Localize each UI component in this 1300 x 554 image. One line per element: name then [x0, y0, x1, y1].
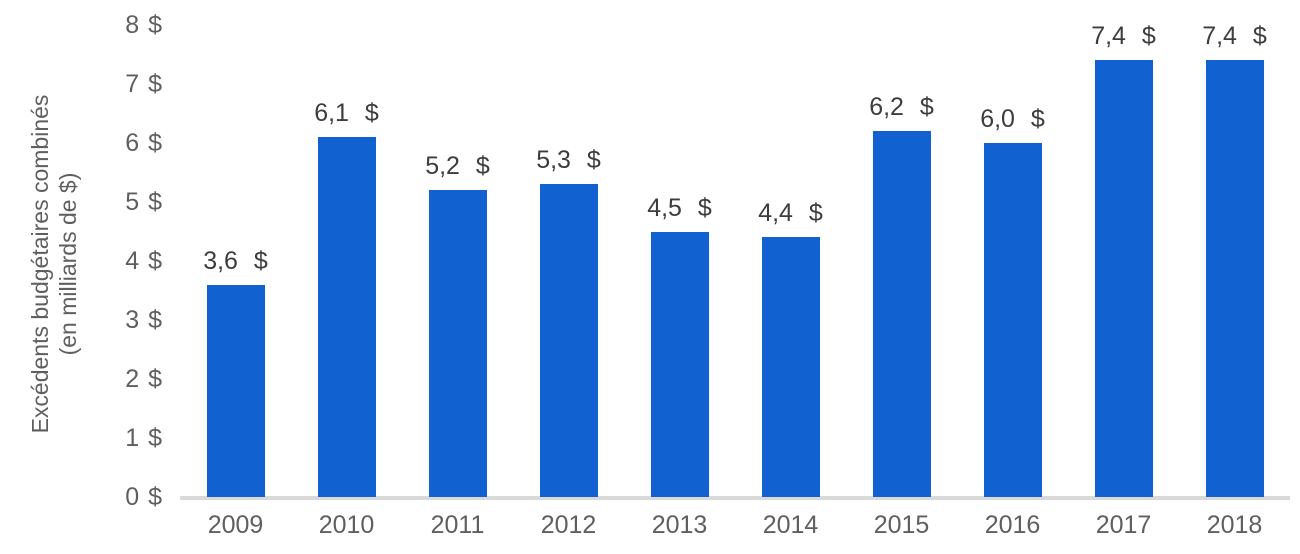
bar-slot-2013: 4,5 $ 2013	[624, 25, 735, 539]
y-tick-label: 4 $	[125, 247, 162, 275]
bar-2010	[317, 137, 376, 497]
bar-value-label: 7,4 $	[1202, 22, 1267, 51]
y-tick-label: 8 $	[125, 11, 162, 39]
x-tick-label: 2014	[762, 511, 819, 539]
bar-2017	[1094, 60, 1153, 497]
y-tick-label: 5 $	[125, 188, 162, 216]
bar-slot-2018: 7,4 $ 2018	[1179, 22, 1290, 538]
bar-2016	[983, 143, 1042, 497]
bar-2011	[428, 190, 487, 497]
y-axis-tick-labels: 0 $ 1 $ 2 $ 3 $ 4 $ 5 $ 6 $ 7 $ 8 $	[0, 13, 162, 510]
y-tick-label: 6 $	[125, 129, 162, 157]
bar-2014	[761, 237, 820, 497]
bar-slot-2014: 4,4 $ 2014	[735, 25, 846, 538]
bar-2009	[206, 284, 265, 497]
bar-slot-2010: 6,1 $ 2010	[291, 25, 402, 538]
x-tick-label: 2013	[651, 511, 708, 539]
x-tick-label: 2011	[430, 511, 485, 539]
bar-value-label: 3,6 $	[203, 246, 268, 275]
bar-2015	[872, 131, 931, 497]
bar-slot-2016: 6,0 $ 2016	[957, 25, 1068, 538]
y-tick-label: 3 $	[125, 306, 162, 334]
x-axis-line	[180, 496, 1290, 500]
x-tick-label: 2016	[984, 511, 1041, 539]
x-tick-label: 2018	[1206, 511, 1263, 539]
x-tick-label: 2012	[540, 511, 597, 539]
x-tick-label: 2010	[318, 511, 375, 539]
x-tick-label: 2017	[1095, 511, 1152, 539]
bar-value-label: 6,2 $	[869, 93, 934, 122]
y-tick-label: 7 $	[125, 70, 162, 98]
bar-2012	[539, 184, 598, 497]
bar-2018	[1205, 60, 1264, 497]
bar-value-label: 6,0 $	[980, 105, 1045, 133]
x-tick-label: 2009	[207, 511, 264, 539]
bar-value-label: 5,3 $	[536, 146, 601, 175]
y-tick-label: 2 $	[125, 365, 162, 393]
bar-slot-2012: 5,3 $ 2012	[513, 25, 624, 538]
bar-slot-2017: 7,4 $ 2017	[1068, 22, 1179, 538]
bar-value-label: 7,4 $	[1091, 22, 1156, 51]
bar-value-label: 5,2 $	[425, 152, 490, 181]
bar-slot-2011: 5,2 $ 2011	[402, 25, 513, 538]
plot-area: 3,6 $ 2009 6,1 $ 2010 5,2 $ 2011 5,3 $ 2012 4,5 …	[180, 22, 1290, 539]
bar-slot-2009: 3,6 $ 2009	[180, 25, 291, 538]
bar-value-label: 4,5 $	[647, 193, 712, 222]
bar-slot-2015: 6,2 $ 2015	[846, 25, 957, 538]
bar-value-label: 4,4 $	[758, 199, 823, 228]
y-tick-label: 0 $	[125, 483, 162, 511]
x-tick-label: 2015	[873, 511, 930, 539]
y-tick-label: 1 $	[125, 424, 162, 452]
bar-value-label: 6,1 $	[314, 99, 379, 128]
bar-2013	[650, 231, 709, 497]
